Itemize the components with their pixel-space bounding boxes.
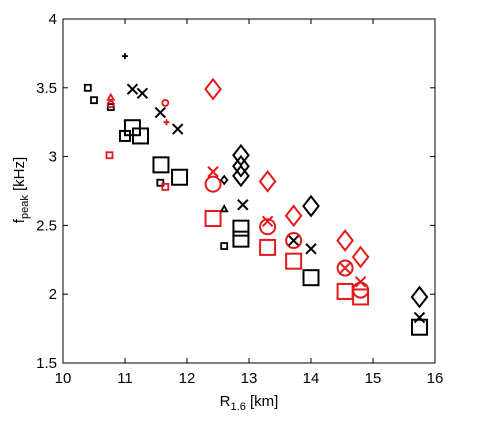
- data-point-square: [90, 96, 98, 105]
- data-point-diamond: [410, 285, 429, 309]
- data-point-square: [285, 252, 303, 270]
- data-point-square: [411, 318, 428, 336]
- data-point-x: [413, 311, 426, 324]
- data-point-diamond: [204, 77, 222, 101]
- plot-frame: [62, 18, 436, 364]
- data-point-x: [237, 199, 249, 211]
- data-point-square: [105, 151, 114, 160]
- data-point-plus: [163, 119, 170, 126]
- data-point-plus: [122, 53, 128, 60]
- data-point-square: [352, 288, 370, 306]
- data-point-square: [259, 238, 277, 256]
- y-axis-label-subscript: peak: [19, 195, 31, 219]
- x-tick-label: 13: [241, 370, 258, 387]
- data-point-x: [154, 106, 167, 119]
- data-point-square: [204, 210, 222, 228]
- y-axis-ticks: 1.5 2 2.5 3 3.5 4: [36, 11, 435, 372]
- data-points: [83, 53, 429, 336]
- data-point-diamond: [258, 169, 277, 193]
- data-point-circle: [259, 218, 277, 236]
- y-tick-label: 4: [49, 11, 57, 28]
- data-point-circle: [336, 259, 354, 277]
- data-point-x: [136, 87, 149, 100]
- y-tick-label: 3.5: [36, 80, 57, 97]
- data-point-triangle: [106, 92, 116, 101]
- data-point-square: [302, 269, 320, 287]
- data-point-diamond: [336, 229, 354, 252]
- data-point-x: [305, 243, 317, 255]
- data-point-x: [339, 262, 351, 274]
- data-point-diamond: [232, 154, 250, 178]
- data-point-square: [156, 178, 165, 187]
- data-point-diamond: [284, 204, 303, 228]
- data-point-x: [261, 215, 274, 227]
- y-axis-label: fpeak [kHz]: [11, 157, 31, 223]
- data-point-circle: [106, 100, 115, 109]
- y-tick-label: 1.5: [36, 355, 57, 372]
- y-axis-label-unit: [kHz]: [11, 157, 28, 195]
- data-point-square: [171, 168, 189, 186]
- data-point-circle: [161, 99, 170, 107]
- data-point-square: [161, 182, 170, 191]
- x-tick-label: 11: [117, 370, 133, 387]
- data-point-diamond: [220, 174, 229, 186]
- x-tick-label: 10: [55, 370, 72, 387]
- x-axis-label-unit: [km]: [246, 393, 279, 410]
- x-axis-label-main: R: [220, 393, 231, 410]
- x-tick-label: 16: [427, 370, 444, 387]
- y-tick-label: 2.5: [36, 217, 57, 234]
- x-tick-label: 14: [303, 370, 320, 387]
- data-point-diamond: [302, 194, 320, 218]
- y-tick-label: 2: [49, 286, 57, 303]
- x-tick-label: 12: [179, 370, 196, 387]
- data-point-x: [126, 83, 139, 95]
- data-point-square: [220, 242, 229, 250]
- data-point-x: [171, 123, 184, 135]
- data-point-square: [83, 83, 92, 92]
- data-point-triangle: [219, 204, 229, 213]
- data-point-square: [106, 103, 115, 111]
- x-tick-label: 15: [365, 370, 382, 387]
- y-axis-label-main: f: [11, 218, 28, 223]
- data-point-circle: [285, 232, 303, 250]
- data-point-x: [287, 234, 300, 247]
- data-point-diamond: [232, 164, 250, 188]
- data-point-square: [232, 230, 250, 248]
- data-point-x: [207, 166, 219, 178]
- data-point-circle: [204, 175, 222, 193]
- x-axis-label: R1.6 [km]: [220, 393, 279, 413]
- y-tick-label: 3: [49, 149, 57, 166]
- x-axis-ticks: 10 11 12 13 14 15 16: [55, 19, 444, 387]
- data-point-diamond: [351, 245, 370, 269]
- data-point-square: [132, 127, 149, 145]
- data-point-square: [152, 156, 170, 174]
- x-axis-label-subscript: 1.6: [231, 401, 246, 413]
- data-point-square: [232, 219, 250, 237]
